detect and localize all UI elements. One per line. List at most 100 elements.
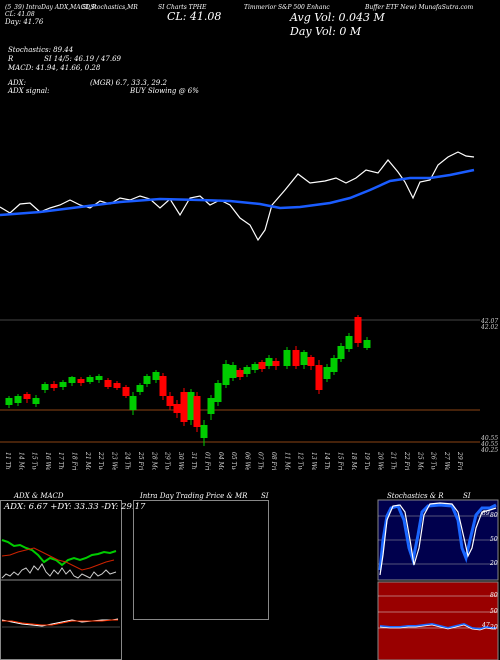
date-label: 16 Wed Oct	[44, 452, 51, 470]
avg-volume: Avg Vol: 0.043 M	[290, 11, 385, 24]
company-name: Timmerior S&P 500 Enhanc	[244, 4, 330, 11]
candle-body	[200, 425, 208, 438]
candle-body	[23, 394, 31, 399]
candle-body	[68, 377, 76, 383]
price-line	[0, 151, 475, 242]
date-label: 15 Fri Nov	[337, 452, 344, 470]
candle-body	[166, 396, 174, 406]
rsi-tick-50: 50	[490, 608, 498, 615]
date-label: 26 Tue Nov	[430, 451, 437, 470]
date-label: 27 Wed Nov	[443, 451, 450, 470]
date-label: 12 Tue Nov	[297, 452, 304, 470]
candle-body	[14, 396, 22, 403]
adx-panel-title: ADX & MACD	[14, 492, 64, 500]
date-label: 19 Tue Nov	[363, 452, 370, 470]
candle-body	[77, 379, 85, 383]
candle-body	[323, 367, 331, 379]
candle-body	[292, 350, 300, 366]
date-label: 29 Fri Nov	[456, 451, 463, 470]
header-indicators: SI,Stochastics,MR	[82, 4, 138, 11]
date-label: 17 Thu Oct	[57, 452, 64, 470]
candle-body	[272, 361, 280, 366]
price-label-high-2: 42.02	[481, 324, 499, 331]
candle-body	[345, 336, 353, 349]
intraday-panel-si: SI	[261, 492, 269, 500]
candle-body	[59, 382, 67, 387]
candle-body	[129, 396, 137, 410]
date-label: 23 Wed Oct	[110, 451, 117, 470]
price-label-high-1: 42.07	[481, 318, 499, 325]
date-label: 25 Fri Oct	[137, 451, 144, 470]
date-label: 13 Wed Nov	[310, 452, 317, 470]
rsi-value-label: 47	[482, 622, 490, 629]
candle-body	[86, 377, 94, 382]
candle-body	[41, 384, 49, 390]
date-label: 22 Tue Oct	[97, 451, 104, 470]
stoch-panel-si: SI	[463, 492, 471, 500]
adx-panel-values: ADX: 6.67 +DY: 33.33 -DY: 29.17	[4, 502, 146, 512]
candle-body	[229, 365, 237, 378]
candle-body	[152, 372, 160, 380]
candle-body	[95, 376, 103, 380]
date-label: 21 Mon Oct	[84, 451, 91, 470]
date-label: 31 Thu Oct	[190, 452, 197, 470]
candle-body	[113, 383, 121, 388]
date-label: 11 Mon Nov	[283, 452, 290, 470]
date-label: 11 Thu Oct	[4, 452, 11, 470]
candle-body	[187, 392, 195, 420]
candle-body	[143, 376, 151, 384]
date-label: 07 Thu Nov	[257, 452, 264, 470]
date-label: 21 Thu Nov	[390, 451, 397, 470]
stoch-tick-50: 50	[490, 536, 498, 543]
candle-body	[265, 358, 273, 366]
candle-body	[32, 398, 40, 404]
candle-body	[307, 357, 315, 366]
candle-body	[258, 362, 266, 369]
date-label: 18 Fri Oct	[71, 452, 78, 470]
date-label: 18 Mon Nov	[350, 452, 357, 470]
stoch-panel-title: Stochastics & R	[387, 492, 444, 500]
candle-body	[243, 367, 251, 374]
date-label: 15 Tue Oct	[31, 452, 38, 470]
date-label: 08 Fri Nov	[270, 452, 277, 470]
candle-body	[104, 380, 112, 387]
candle-body	[330, 358, 338, 372]
close-price-big: CL: 41.08	[167, 10, 222, 23]
price-label-low-2: 40.55	[481, 441, 499, 448]
rsi-tick-80: 80	[490, 592, 498, 599]
date-label: 14 Thu Nov	[323, 452, 330, 470]
date-label: 22 Fri Nov	[403, 451, 410, 470]
intraday-panel	[133, 500, 269, 620]
date-label: 05 Tue Nov	[230, 452, 237, 470]
date-label: 04 Mon Nov	[217, 452, 224, 470]
candle-body	[283, 350, 291, 366]
candle-body	[122, 387, 130, 396]
stoch-tick-20: 20	[490, 560, 498, 567]
candle-body	[236, 370, 244, 377]
date-label: 01 Fri Nov	[204, 452, 211, 470]
moving-average-line	[0, 168, 475, 217]
candle-body	[337, 346, 345, 359]
candle-body	[354, 317, 362, 343]
candle-body	[251, 364, 259, 370]
macd-value: MACD: 41.94, 41.66, 0.28	[8, 64, 101, 72]
intraday-panel-title: Intra Day Trading Price & MR	[140, 492, 248, 500]
candle-body	[315, 365, 323, 390]
rsi-value: SI 14/5: 46.19 / 47.69	[44, 55, 121, 63]
candle-body	[222, 364, 230, 385]
price-label-low-3: 40.25	[481, 447, 499, 454]
stochastics-value: Stochastics: 89.44	[8, 46, 74, 54]
candle-body	[159, 376, 167, 396]
candle-body	[173, 404, 181, 413]
price-chart: 11 Thu Oct 14 Mon Oct 15 Tue Oct 16 Wed Oct…	[0, 151, 480, 470]
candle-body	[300, 352, 308, 365]
header-title: (5_39) IntraDay ADX,MACD,R	[5, 4, 97, 11]
stoch-value-label: 89	[482, 510, 490, 517]
candle-body	[207, 398, 215, 414]
r-label: R	[8, 55, 14, 63]
candle-body	[180, 392, 188, 422]
header-charts: SI Charts TPHE	[158, 4, 207, 11]
header-day: Day: 41.76	[5, 18, 44, 26]
